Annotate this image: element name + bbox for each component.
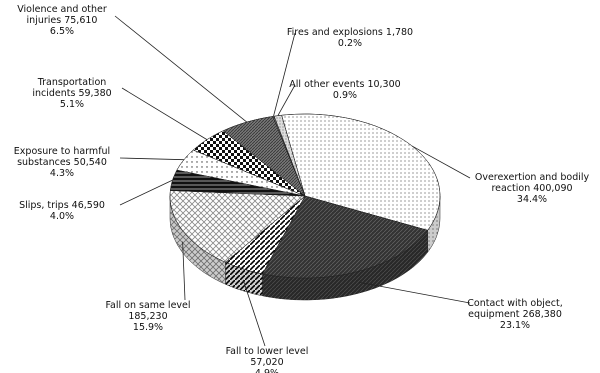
leader-line <box>358 281 471 304</box>
slice-pattern <box>222 116 306 197</box>
value-label: 57,020 <box>250 357 284 368</box>
leader-line <box>119 157 184 161</box>
slice-label: Exposure to harmful substances 50,540 4.3… <box>2 146 122 179</box>
category-label: Overexertion and bodily reaction <box>474 172 590 194</box>
percentage-label: 4.3% <box>49 168 75 179</box>
value-label: 50,540 <box>73 157 107 168</box>
leader-line <box>273 32 296 117</box>
category-label: Fall on same level <box>105 300 191 311</box>
slice-side-pattern <box>170 196 226 285</box>
percentage-label: 23.1% <box>499 320 531 331</box>
pie-sides <box>169 195 441 301</box>
percentage-label: 6.5% <box>49 26 75 37</box>
value-label: 268,380 <box>522 309 562 320</box>
leader-line <box>121 87 208 140</box>
slice-label: Violence and other injuries 75,610 6.5% <box>2 4 122 37</box>
leader-line <box>411 145 471 179</box>
value-label: 75,610 <box>64 15 98 26</box>
value-label: 46,590 <box>71 200 105 211</box>
percentage-label: 4.9% <box>255 368 279 373</box>
percentage-label: 5.1% <box>59 99 85 110</box>
category-label: Contact with object, equipment <box>467 298 563 320</box>
slice-side-pattern <box>225 262 263 296</box>
slice-side-shade <box>262 230 428 300</box>
leader-line <box>182 241 186 301</box>
slice-label: Transportation incidents 59,380 5.1% <box>22 77 122 110</box>
slice-label: Slips, trips 46,590 4.0% <box>2 200 122 222</box>
slice-side-pattern <box>427 196 440 253</box>
slice-label: All other events 10,300 0.9% <box>280 79 410 101</box>
value-label: 59,380 <box>78 88 112 99</box>
category-label: Transportation incidents <box>32 77 107 99</box>
category-label: Slips, trips <box>19 200 69 211</box>
slice-side-shade <box>225 262 263 296</box>
slice-pattern <box>176 149 306 197</box>
slice-label: Contact with object, equipment 268,380 23… <box>445 298 585 331</box>
slice-pattern <box>273 114 306 197</box>
value-label: 1,780 <box>385 27 414 38</box>
slice-pattern <box>224 195 306 275</box>
percentage-label: 4.0% <box>49 211 75 222</box>
category-label: Violence and other injuries <box>17 4 107 26</box>
leader-line <box>242 279 266 347</box>
leader-line <box>114 15 248 123</box>
slice-label: Fall on same level 185,230 15.9% <box>88 300 208 333</box>
leader-line <box>277 84 296 116</box>
slice-side-shade <box>170 196 226 285</box>
pie-tops <box>169 113 441 279</box>
slice-pattern <box>262 195 429 279</box>
slice-pattern <box>281 113 441 231</box>
value-label: 10,300 <box>367 79 401 90</box>
leader-lines <box>114 15 471 347</box>
slice-label: Fires and explosions 1,780 0.2% <box>280 27 420 49</box>
percentage-label: 0.2% <box>337 38 363 49</box>
leader-line <box>119 179 173 206</box>
category-label: All other events <box>289 79 365 90</box>
value-label: 185,230 <box>128 311 168 322</box>
percentage-label: 34.4% <box>516 194 548 205</box>
percentage-label: 0.9% <box>332 90 358 101</box>
category-label: Fires and explosions <box>286 27 383 38</box>
slice-label: Fall to lower level 57,0204.9% <box>212 346 322 373</box>
category-label: Fall to lower level <box>225 346 309 357</box>
slice-side-pattern <box>262 230 428 300</box>
percentage-label: 15.9% <box>132 322 164 333</box>
slice-side-shade <box>427 196 440 253</box>
value-label: 400,090 <box>533 183 573 194</box>
category-label: Exposure to harmful substances <box>13 146 111 168</box>
slice-label: Overexertion and bodily reaction 400,090… <box>468 172 596 205</box>
slice-pattern <box>169 190 306 263</box>
